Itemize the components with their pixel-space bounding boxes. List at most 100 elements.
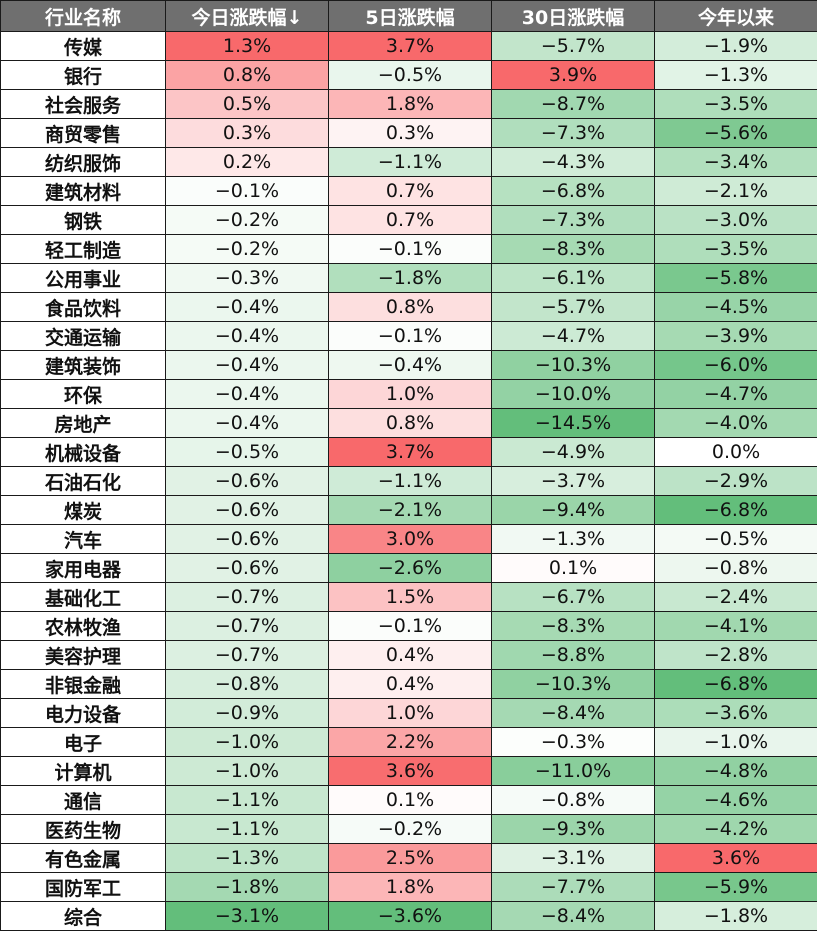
5day-change-cell: −2.6% [329,554,492,583]
table-row: 房地产−0.4%0.8%−14.5%−4.0% [1,409,817,438]
column-header-today-change[interactable]: 今日涨跌幅↓ [166,1,329,32]
table-row: 计算机−1.0%3.6%−11.0%−4.8% [1,757,817,786]
5day-change-cell: −0.4% [329,351,492,380]
5day-change-cell: −0.5% [329,61,492,90]
5day-change-cell: −0.1% [329,612,492,641]
30day-change-cell: −7.7% [492,873,655,902]
30day-change-cell: −4.7% [492,322,655,351]
5day-change-cell: 0.3% [329,119,492,148]
ytd-change-cell: −5.8% [655,264,817,293]
table-row: 建筑装饰−0.4%−0.4%−10.3%−6.0% [1,351,817,380]
header-row: 行业名称 今日涨跌幅↓ 5日涨跌幅 30日涨跌幅 今年以来 [1,1,817,32]
table-row: 轻工制造−0.2%−0.1%−8.3%−3.5% [1,235,817,264]
30day-change-cell: −7.3% [492,119,655,148]
30day-change-cell: −8.4% [492,902,655,931]
ytd-change-cell: −0.5% [655,525,817,554]
ytd-change-cell: −3.5% [655,235,817,264]
ytd-change-cell: −6.8% [655,670,817,699]
industry-name-cell: 社会服务 [1,90,166,119]
today-change-cell: −0.6% [166,554,329,583]
table-row: 通信−1.1%0.1%−0.8%−4.6% [1,786,817,815]
30day-change-cell: −8.4% [492,699,655,728]
ytd-change-cell: −1.3% [655,61,817,90]
ytd-change-cell: −0.8% [655,554,817,583]
today-change-cell: −0.7% [166,612,329,641]
30day-change-cell: −10.3% [492,670,655,699]
5day-change-cell: 0.4% [329,670,492,699]
industry-name-cell: 机械设备 [1,438,166,467]
ytd-change-cell: −3.0% [655,206,817,235]
industry-name-cell: 医药生物 [1,815,166,844]
30day-change-cell: −10.0% [492,380,655,409]
today-change-cell: −0.9% [166,699,329,728]
table-row: 基础化工−0.7%1.5%−6.7%−2.4% [1,583,817,612]
today-change-cell: −3.1% [166,902,329,931]
30day-change-cell: −9.3% [492,815,655,844]
table-row: 有色金属−1.3%2.5%−3.1%3.6% [1,844,817,873]
column-header-industry[interactable]: 行业名称 [1,1,166,32]
industry-name-cell: 煤炭 [1,496,166,525]
5day-change-cell: 1.8% [329,90,492,119]
industry-name-cell: 非银金融 [1,670,166,699]
industry-name-cell: 钢铁 [1,206,166,235]
industry-name-cell: 商贸零售 [1,119,166,148]
ytd-change-cell: −5.6% [655,119,817,148]
5day-change-cell: 3.7% [329,438,492,467]
industry-name-cell: 基础化工 [1,583,166,612]
industry-name-cell: 汽车 [1,525,166,554]
30day-change-cell: −8.8% [492,641,655,670]
today-change-cell: −0.4% [166,293,329,322]
table-row: 农林牧渔−0.7%−0.1%−8.3%−4.1% [1,612,817,641]
today-change-cell: −0.8% [166,670,329,699]
table-row: 煤炭−0.6%−2.1%−9.4%−6.8% [1,496,817,525]
today-change-cell: 0.2% [166,148,329,177]
industry-name-cell: 家用电器 [1,554,166,583]
5day-change-cell: 1.0% [329,380,492,409]
5day-change-cell: 3.6% [329,757,492,786]
column-header-30day-change[interactable]: 30日涨跌幅 [492,1,655,32]
ytd-change-cell: −4.1% [655,612,817,641]
30day-change-cell: −11.0% [492,757,655,786]
industry-name-cell: 通信 [1,786,166,815]
today-change-cell: −0.3% [166,264,329,293]
table-row: 交通运输−0.4%−0.1%−4.7%−3.9% [1,322,817,351]
5day-change-cell: −3.6% [329,902,492,931]
5day-change-cell: 0.8% [329,409,492,438]
industry-name-cell: 建筑装饰 [1,351,166,380]
5day-change-cell: −1.1% [329,467,492,496]
industry-name-cell: 公用事业 [1,264,166,293]
30day-change-cell: −6.1% [492,264,655,293]
ytd-change-cell: −1.8% [655,902,817,931]
column-header-ytd-change[interactable]: 今年以来 [655,1,817,32]
ytd-change-cell: −5.9% [655,873,817,902]
industry-name-cell: 建筑材料 [1,177,166,206]
column-header-5day-change[interactable]: 5日涨跌幅 [329,1,492,32]
ytd-change-cell: −4.2% [655,815,817,844]
5day-change-cell: 3.0% [329,525,492,554]
industry-name-cell: 纺织服饰 [1,148,166,177]
5day-change-cell: 0.7% [329,177,492,206]
ytd-change-cell: −3.6% [655,699,817,728]
30day-change-cell: −8.3% [492,612,655,641]
table-row: 电力设备−0.9%1.0%−8.4%−3.6% [1,699,817,728]
30day-change-cell: −3.7% [492,467,655,496]
ytd-change-cell: −4.8% [655,757,817,786]
5day-change-cell: 3.7% [329,32,492,61]
ytd-change-cell: −4.0% [655,409,817,438]
today-change-cell: −0.5% [166,438,329,467]
ytd-change-cell: −4.7% [655,380,817,409]
today-change-cell: −1.3% [166,844,329,873]
ytd-change-cell: −3.9% [655,322,817,351]
ytd-change-cell: −1.0% [655,728,817,757]
5day-change-cell: −0.1% [329,322,492,351]
today-change-cell: −0.7% [166,641,329,670]
30day-change-cell: −4.3% [492,148,655,177]
30day-change-cell: −0.8% [492,786,655,815]
30day-change-cell: −9.4% [492,496,655,525]
